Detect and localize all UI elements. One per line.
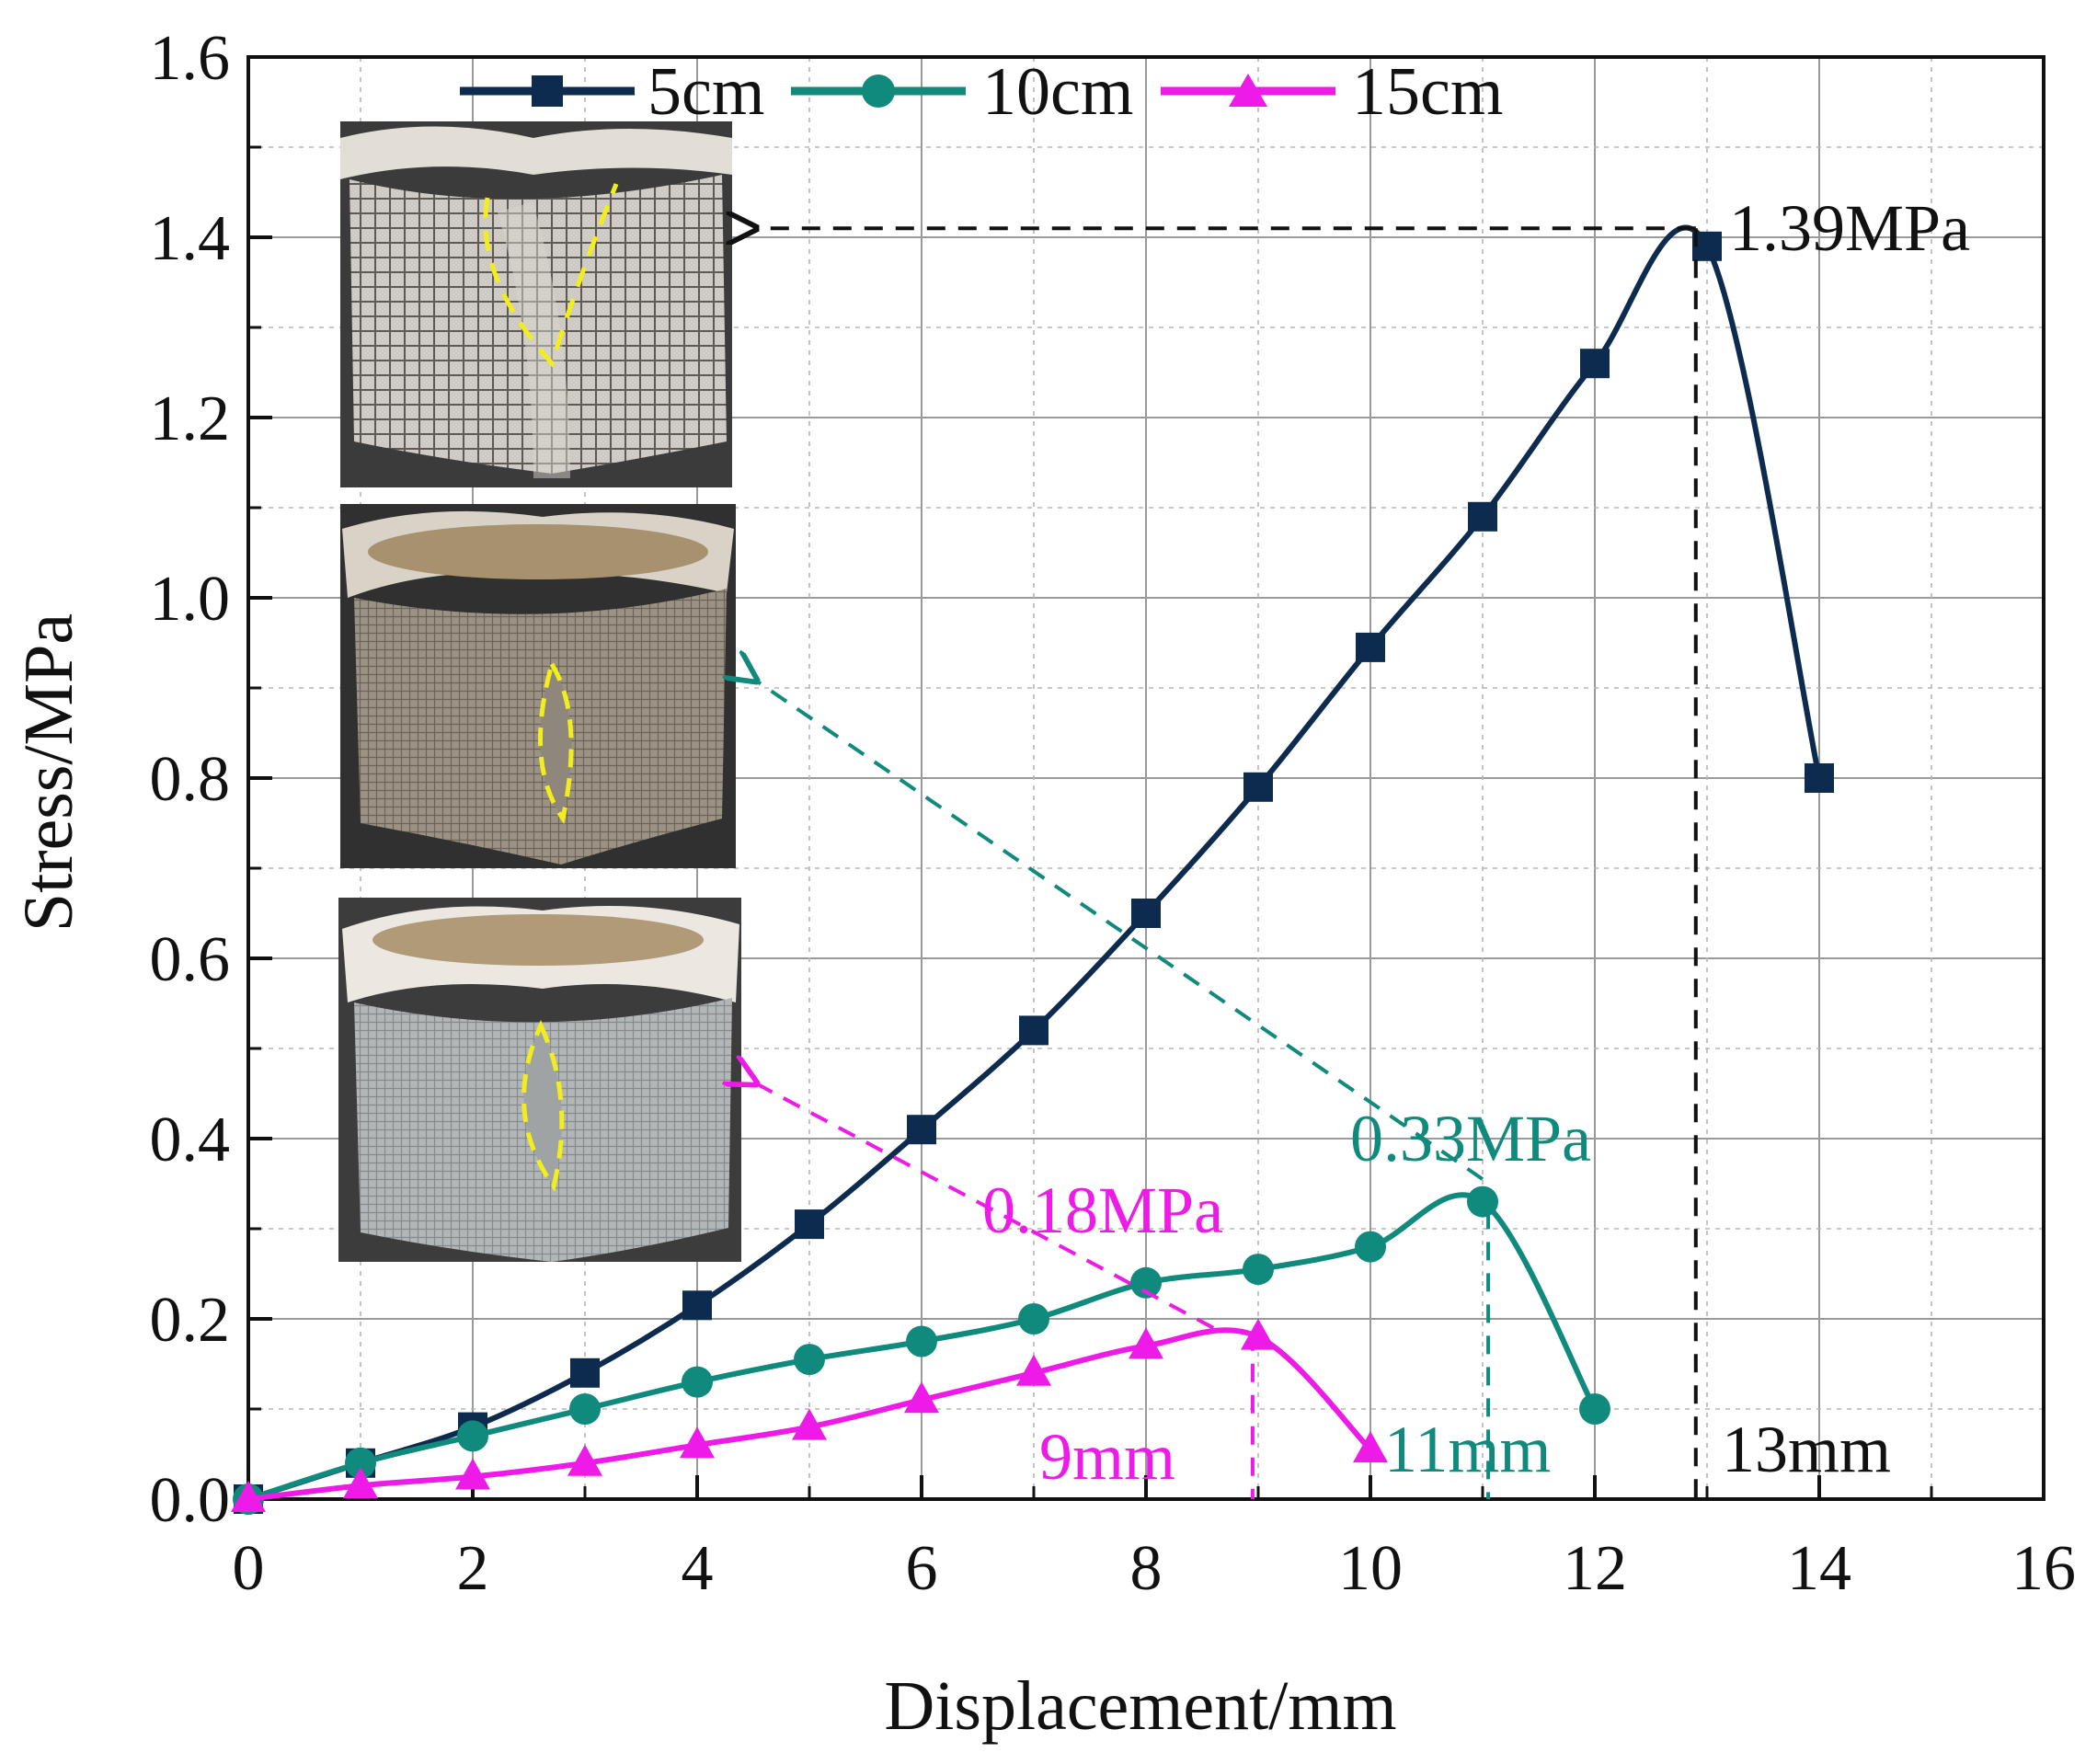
legend-marker-15cm [1229,74,1267,107]
x-tick-label: 16 [2011,1533,2076,1604]
y-tick-label: 0.6 [150,924,231,995]
y-tick-label: 0.8 [150,744,231,815]
data-point-10cm [1355,1231,1386,1263]
data-point-15cm [904,1381,939,1414]
data-point-5cm [1805,763,1834,793]
data-point-15cm [1353,1431,1388,1463]
y-tick-label: 1.6 [150,23,231,94]
data-point-5cm [1019,1015,1048,1046]
peak-label-10cm: 0.33MPa [1350,1102,1591,1175]
data-point-10cm [1579,1393,1610,1425]
data-point-15cm [792,1408,827,1440]
data-point-5cm [795,1209,824,1240]
y-tick-labels: 0.0 0.2 0.4 0.6 0.8 1.0 1.2 1.4 1.6 [150,23,231,1536]
peak-label-5cm: 1.39MPa [1729,191,1970,265]
x-tick-label: 12 [1563,1533,1627,1604]
peak-label-15cm: 0.18MPa [982,1174,1223,1247]
data-point-15cm [455,1458,490,1490]
x-tick-label: 4 [682,1533,714,1604]
photo-5cm-specimen [340,121,732,487]
data-point-15cm [1129,1327,1163,1359]
data-point-10cm [794,1344,825,1376]
peak-arrow-10cm [756,681,1484,1181]
x-tick-labels: 0 2 4 6 8 10 12 14 16 [233,1533,2077,1604]
legend-label-5cm: 5cm [647,54,764,130]
legend-label-10cm: 10cm [982,54,1133,130]
data-point-10cm [569,1393,601,1425]
legend-marker-10cm [862,74,895,108]
legend: 5cm 10cm 15cm [460,54,1503,130]
data-point-10cm [682,1366,713,1398]
series-15cm [231,1318,1388,1512]
y-tick-label: 0.4 [150,1105,231,1175]
photo-10cm-specimen [340,504,736,868]
data-point-5cm [570,1357,600,1388]
data-point-15cm [343,1467,378,1499]
x-tick-label: 10 [1338,1533,1403,1604]
data-point-5cm [682,1290,712,1321]
data-point-10cm [906,1325,937,1357]
data-point-15cm [567,1444,602,1476]
data-point-15cm [1241,1318,1276,1350]
data-point-5cm [1580,349,1610,379]
data-point-15cm [680,1426,715,1459]
x-tick-label: 0 [233,1533,265,1604]
displacement-label-5cm: 13mm [1722,1413,1891,1486]
data-point-10cm [1130,1266,1162,1299]
data-point-10cm [1467,1186,1498,1218]
data-point-5cm [1468,501,1497,532]
y-tick-label: 1.2 [150,384,231,454]
legend-label-15cm: 15cm [1352,54,1503,130]
photo-15cm-specimen [338,898,741,1262]
y-tick-label: 1.0 [150,564,231,635]
axis-ticks [246,55,2045,1501]
data-point-15cm [1016,1354,1051,1386]
x-tick-label: 2 [457,1533,489,1604]
x-tick-label: 14 [1787,1533,1851,1604]
data-point-5cm [1356,632,1385,662]
data-point-10cm [345,1447,376,1479]
data-point-10cm [1018,1303,1049,1334]
series-5cm [234,224,1834,1514]
x-tick-label: 6 [906,1533,938,1604]
y-tick-label: 1.4 [150,203,231,274]
annotation-layer: 1.39MPa 13mm 0.33MPa 11mm 0.18MPa 9mm [756,191,1970,1499]
legend-marker-5cm [532,75,563,107]
y-tick-label: 0.0 [150,1465,231,1536]
x-tick-label: 8 [1130,1533,1163,1604]
y-tick-label: 0.2 [150,1285,231,1356]
data-point-10cm [457,1420,488,1452]
data-point-5cm [1243,772,1273,802]
peak-arrow-15cm [756,1083,1215,1330]
data-point-5cm [1131,899,1161,928]
displacement-label-10cm: 11mm [1384,1413,1551,1486]
displacement-label-15cm: 9mm [1039,1420,1175,1494]
y-axis-title: Stress/MPa [10,613,87,932]
data-point-10cm [1243,1254,1274,1286]
data-point-5cm [907,1115,936,1145]
series-layer [231,224,1834,1515]
x-axis-title: Displacement/mm [884,1667,1396,1745]
data-point-15cm [231,1481,266,1512]
